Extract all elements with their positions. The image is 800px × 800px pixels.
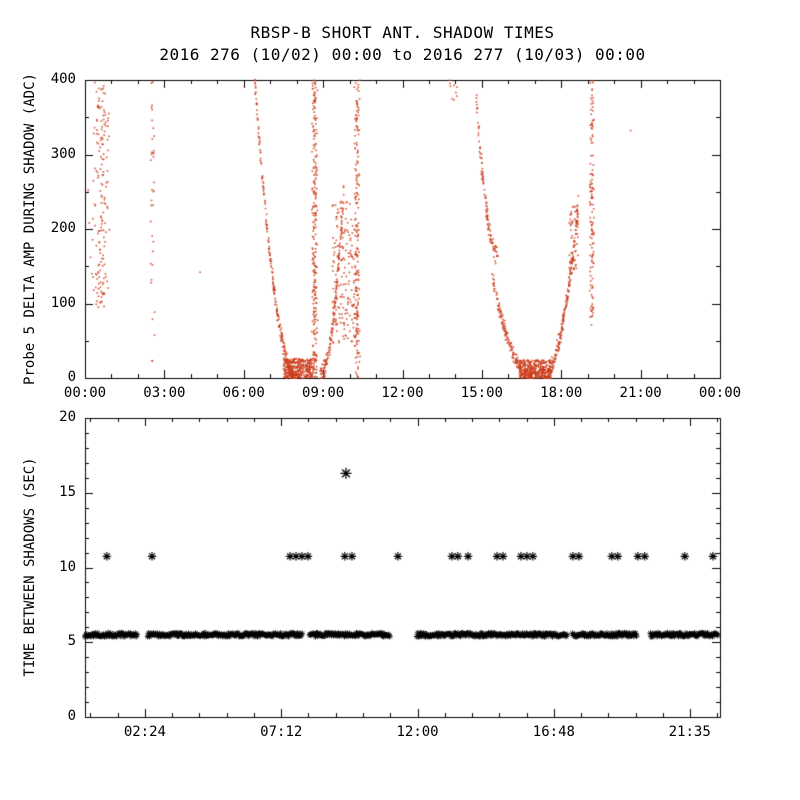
- chart-subtitle: 2016 276 (10/02) 00:00 to 2016 277 (10/0…: [159, 45, 646, 64]
- chart-title: RBSP-B SHORT ANT. SHADOW TIMES: [250, 23, 555, 42]
- bottom-y-axis-label: TIME BETWEEN SHADOWS (SEC): [22, 457, 38, 677]
- top-y-axis-label: Probe 5 DELTA AMP DURING SHADOW (ADC): [22, 73, 38, 385]
